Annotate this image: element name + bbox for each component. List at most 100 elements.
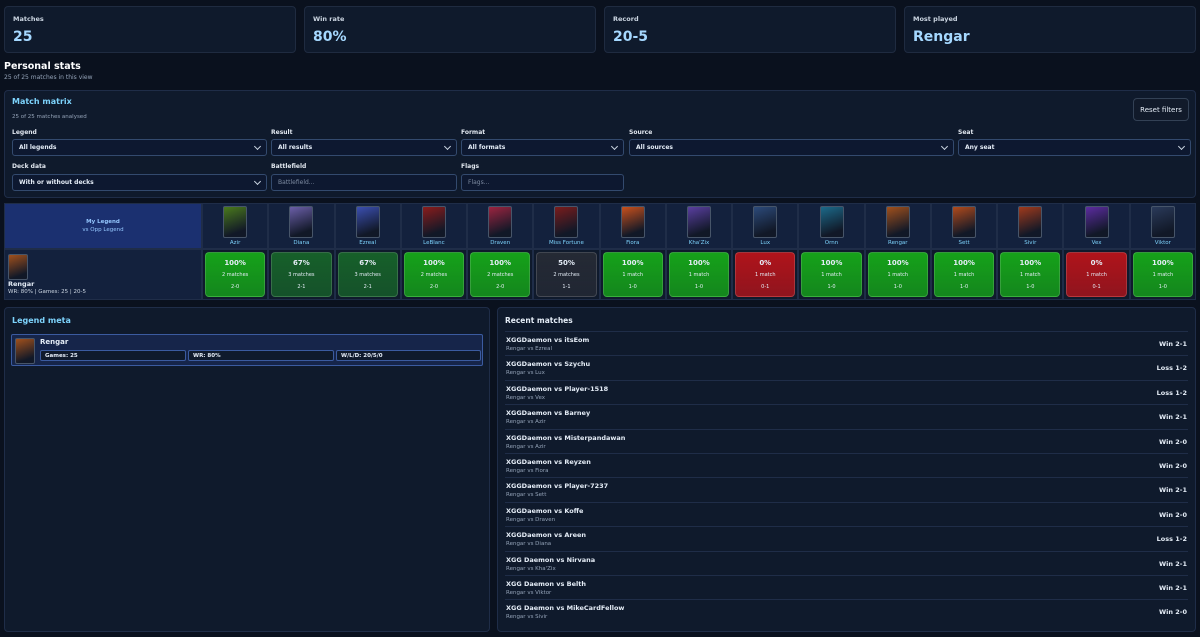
cell-record: 1-0 xyxy=(1026,284,1035,291)
matrix-cell[interactable]: 67% 3 matches 2-1 xyxy=(335,250,400,299)
match-row[interactable]: XGG Daemon vs MikeCardFellow Rengar vs Si… xyxy=(505,599,1188,623)
filter-select[interactable]: All sources xyxy=(629,139,954,156)
opponent-name: Ezreal xyxy=(359,240,377,246)
matrix-cell[interactable]: 100% 1 match 1-0 xyxy=(998,250,1063,299)
match-row[interactable]: XGGDaemon vs Player-1518 Rengar vs Vex Los… xyxy=(505,379,1188,404)
matrix-cell[interactable]: 0% 1 match 0-1 xyxy=(1064,250,1129,299)
panel-title: Legend meta xyxy=(12,316,71,325)
opponent-header: Rengar xyxy=(865,204,930,248)
matrix-corner: My Legend vs Opp Legend xyxy=(5,204,201,248)
filter-select[interactable]: With or without decks xyxy=(12,174,267,191)
opponent-name: Viktor xyxy=(1154,240,1171,246)
cell-fill: 100% 1 match 1-0 xyxy=(1000,252,1061,297)
opponent-header: Diana xyxy=(269,204,334,248)
legend-art xyxy=(554,206,579,238)
cell-fill: 100% 2 matches 2-0 xyxy=(205,252,266,297)
reset-button[interactable]: Reset filters xyxy=(1133,98,1189,121)
cell-fill: 100% 1 match 1-0 xyxy=(668,252,730,297)
match-row[interactable]: XGG Daemon vs Belth Rengar vs Viktor Win 2… xyxy=(505,575,1188,599)
stat-value: 80% xyxy=(313,29,347,45)
stat-value: 25 xyxy=(13,29,33,45)
opponent-name: LeBlanc xyxy=(423,240,445,246)
cell-record: 2-0 xyxy=(429,284,439,291)
cell-record: 1-0 xyxy=(827,284,836,291)
stat-card: Win rate 80% xyxy=(304,6,596,53)
cell-matches: 1 match xyxy=(1152,272,1174,279)
filter-select[interactable]: All legends xyxy=(12,139,267,156)
cell-fill: 100% 2 matches 2-0 xyxy=(470,252,531,297)
match-row[interactable]: XGGDaemon vs itsEom Rengar vs Ezreal Win 2… xyxy=(505,331,1188,355)
cell-fill: 0% 1 match 0-1 xyxy=(1066,252,1127,297)
cell-matches: 1 match xyxy=(1020,272,1041,279)
cell-record: 0-1 xyxy=(761,284,770,291)
matrix-cell[interactable]: 100% 1 match 1-0 xyxy=(600,250,665,299)
match-subtitle: Rengar vs Draven xyxy=(506,516,556,523)
filter-select[interactable]: All formats xyxy=(461,139,624,156)
cell-winrate: 0% xyxy=(1090,258,1103,267)
filter-select[interactable]: Any seat xyxy=(958,139,1191,156)
cell-winrate: 100% xyxy=(1019,258,1042,267)
stat-value: 20-5 xyxy=(613,29,649,45)
match-result: Loss 1-2 xyxy=(1156,388,1187,397)
cell-winrate: 67% xyxy=(293,258,310,267)
matrix-cell[interactable]: 100% 1 match 1-0 xyxy=(1130,250,1195,299)
cell-winrate: 100% xyxy=(423,258,445,267)
match-subtitle: Rengar vs Fiora xyxy=(506,468,549,474)
match-row[interactable]: XGG Daemon vs Nirvana Rengar vs Kha'Zix Wi… xyxy=(505,550,1188,575)
match-result: Win 2-1 xyxy=(1158,340,1187,348)
matrix-cell[interactable]: 100% 1 match 1-0 xyxy=(931,250,997,299)
section-title: Personal stats xyxy=(4,61,81,72)
cell-matches: 2 matches xyxy=(222,272,249,279)
filter-label: Seat xyxy=(958,129,974,136)
legend-art xyxy=(620,206,645,238)
cell-record: 1-0 xyxy=(959,284,969,291)
matrix-cell[interactable]: 67% 3 matches 2-1 xyxy=(269,250,334,299)
chevron xyxy=(253,142,262,150)
matrix-cell[interactable]: 100% 2 matches 2-0 xyxy=(203,250,268,299)
filter-label: Source xyxy=(629,129,653,136)
legend-art xyxy=(355,206,380,238)
legend-art xyxy=(421,206,446,238)
cell-winrate: 100% xyxy=(953,258,975,267)
cell-fill: 67% 3 matches 2-1 xyxy=(337,252,398,297)
cell-fill: 100% 1 match 1-0 xyxy=(933,252,995,297)
cell-matches: 3 matches xyxy=(288,272,315,279)
cell-record: 2-1 xyxy=(297,284,306,291)
cell-matches: 1 match xyxy=(953,272,975,279)
match-row[interactable]: XGGDaemon vs Koffe Rengar vs Draven Win 2-… xyxy=(505,501,1188,526)
cell-matches: 1 match xyxy=(688,272,710,279)
opponent-name: Fiora xyxy=(626,240,640,246)
matrix-cell[interactable]: 0% 1 match 0-1 xyxy=(733,250,798,299)
match-row[interactable]: XGGDaemon vs Player-7237 Rengar vs Sett Wi… xyxy=(505,477,1188,501)
cell-winrate: 50% xyxy=(558,258,575,267)
matrix-cell[interactable]: 100% 1 match 1-0 xyxy=(799,250,864,299)
match-result: Win 2-1 xyxy=(1158,486,1187,495)
cell-matches: 2 matches xyxy=(420,272,448,279)
filter-select[interactable]: All results xyxy=(271,139,457,156)
cell-winrate: 100% xyxy=(621,258,644,267)
stat-value: Rengar xyxy=(913,29,970,45)
legend-meta-panel: Legend meta Rengar Games: 25 WR: 80% W/L/D:… xyxy=(4,307,490,632)
filter-input[interactable]: Flags... xyxy=(461,174,624,191)
matrix-cell[interactable]: 100% 2 matches 2-0 xyxy=(401,250,467,299)
matrix-cell[interactable]: 50% 2 matches 1-1 xyxy=(534,250,599,299)
match-row[interactable]: XGGDaemon vs Misterpandawan Rengar vs Azi… xyxy=(505,428,1188,453)
match-result: Win 2-0 xyxy=(1158,608,1187,617)
matrix-cell[interactable]: 100% 1 match 1-0 xyxy=(865,250,930,299)
legend-wld: W/L/D: 20/5/0 xyxy=(336,350,481,361)
match-row[interactable]: XGGDaemon vs Szychu Rengar vs Lux Loss 1-2 xyxy=(505,355,1188,379)
matrix-cell[interactable]: 100% 1 match 1-0 xyxy=(666,250,732,299)
filter-input[interactable]: Battlefield... xyxy=(271,174,457,191)
cell-winrate: 100% xyxy=(1152,258,1174,267)
filter-label: Deck data xyxy=(12,163,46,170)
opponent-name: Sivir xyxy=(1024,240,1037,246)
match-title: XGGDaemon vs Player-7237 xyxy=(506,482,609,491)
cell-record: 2-1 xyxy=(363,284,372,291)
match-row[interactable]: XGGDaemon vs Reyzen Rengar vs Fiora Win 2-… xyxy=(505,453,1188,477)
matrix-cell[interactable]: 100% 2 matches 2-0 xyxy=(468,250,533,299)
cell-winrate: 100% xyxy=(224,258,246,267)
legend-art xyxy=(1018,206,1043,238)
cell-record: 2-0 xyxy=(231,284,240,291)
match-row[interactable]: XGGDaemon vs Barney Rengar vs Azir Win 2-1 xyxy=(505,404,1188,428)
match-row[interactable]: XGGDaemon vs Areen Rengar vs Diana Loss 1-… xyxy=(505,526,1188,550)
